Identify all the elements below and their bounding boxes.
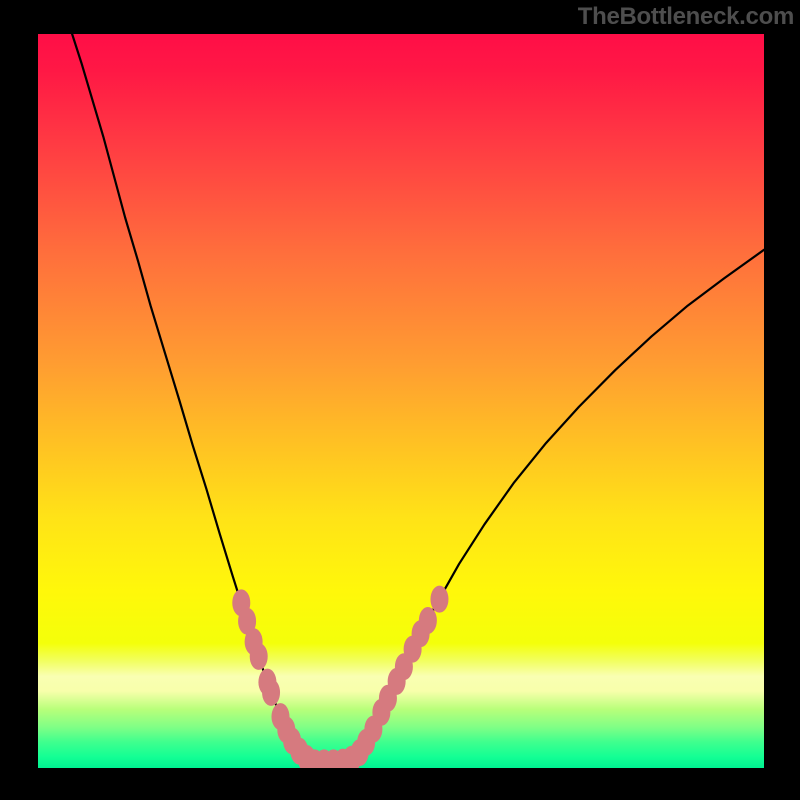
gradient-background [38, 34, 764, 768]
watermark-text: TheBottleneck.com [578, 3, 794, 31]
plot-area [38, 34, 764, 768]
chart-container: TheBottleneck.com [0, 0, 800, 800]
